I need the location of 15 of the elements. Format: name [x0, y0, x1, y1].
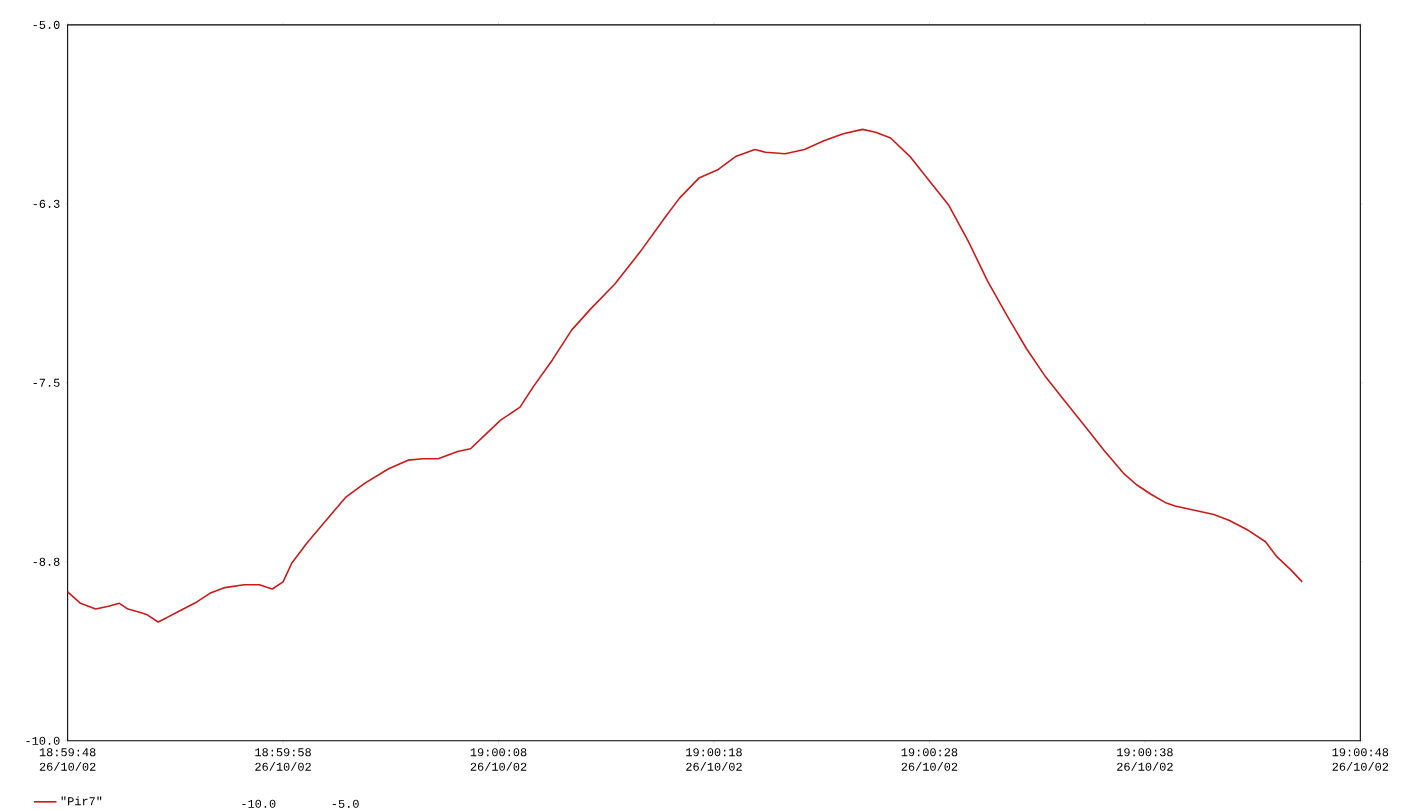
x-tick-label: 19:00:48 26/10/02: [1332, 747, 1389, 771]
y-tick-label: -8.8: [33, 557, 60, 566]
legend-label: "Pir7": [61, 796, 102, 805]
text: -10.0: [242, 799, 276, 808]
text: -5.0: [332, 799, 359, 808]
x-tick-label: 19:00:38 26/10/02: [1117, 747, 1173, 771]
x-tick-label: 18:59:58 26/10/02: [255, 747, 311, 771]
y-tick-label: -5.0: [33, 20, 60, 29]
y-tick-label: -10.0: [26, 736, 60, 745]
x-tick-label: 19:00:28 26/10/02: [901, 747, 958, 771]
x-tick-label: 19:00:08 26/10/02: [470, 747, 527, 771]
y-tick-label: -6.3: [33, 199, 60, 208]
y-tick-label: -7.5: [33, 378, 60, 387]
x-tick-label: 19:00:18 26/10/02: [686, 747, 742, 771]
x-tick-label: 18:59:48 26/10/02: [39, 747, 96, 771]
